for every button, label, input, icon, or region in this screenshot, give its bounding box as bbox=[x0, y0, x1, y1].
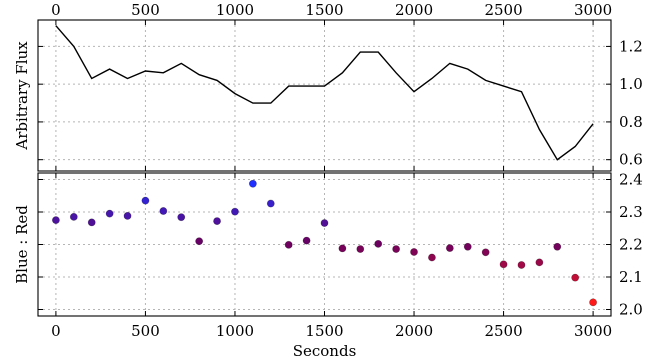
ratio-data-point bbox=[571, 273, 580, 282]
ratio-data-point bbox=[52, 216, 60, 225]
ratio-x-tick-label: 2500 bbox=[484, 322, 522, 340]
ratio-data-point bbox=[195, 237, 204, 246]
ratio-data-point bbox=[141, 196, 150, 205]
ratio-data-point bbox=[266, 199, 275, 208]
flux-x-tick-label: 500 bbox=[131, 1, 160, 19]
ratio-data-point bbox=[410, 248, 418, 256]
ratio-x-tick-label: 0 bbox=[51, 322, 61, 340]
ratio-data-point bbox=[105, 209, 114, 218]
flux-y-axis-title: Arbitrary Flux bbox=[13, 41, 31, 151]
flux-y-tick-label: 0.8 bbox=[619, 113, 643, 131]
ratio-x-tick-label: 2000 bbox=[395, 322, 433, 340]
flux-y-tick-label: 1.2 bbox=[619, 37, 643, 55]
ratio-data-point bbox=[302, 236, 311, 245]
ratio-data-point bbox=[69, 212, 78, 221]
flux-x-tick-label: 2500 bbox=[484, 1, 522, 19]
ratio-data-point bbox=[374, 239, 383, 248]
ratio-y-tick-label: 2.1 bbox=[619, 268, 643, 286]
ratio-data-point bbox=[231, 207, 239, 216]
ratio-panel: 0 500 1000 1500 2000 2500 30002.02.12.22.32.4 … bbox=[13, 171, 643, 361]
flux-series-line bbox=[55, 25, 594, 161]
flux-x-tick-label: 1500 bbox=[305, 1, 343, 19]
ratio-data-point bbox=[248, 179, 257, 188]
flux-x-tick-label: 0 bbox=[51, 1, 61, 19]
flux-ticks: 0 500 1000 1500 2000 2500 3000 0.6 0.8 1.0 1.2 bbox=[38, 1, 643, 171]
ratio-data-point bbox=[284, 240, 293, 249]
ratio-data-point bbox=[553, 242, 562, 251]
ratio-data-point bbox=[517, 261, 526, 269]
flux-x-tick-label: 1000 bbox=[216, 1, 254, 19]
ratio-grid bbox=[38, 173, 611, 316]
x-axis-title: Seconds bbox=[293, 342, 357, 360]
ratio-data-point bbox=[445, 244, 454, 252]
ratio-data-point bbox=[320, 219, 329, 227]
ratio-data-point bbox=[213, 217, 221, 225]
ratio-data-point bbox=[589, 298, 597, 307]
ratio-data-point bbox=[159, 207, 168, 215]
ratio-x-tick-label: 1000 bbox=[216, 322, 254, 340]
ratio-x-tick-label: 500 bbox=[131, 322, 160, 340]
ratio-data-point bbox=[428, 253, 436, 262]
ratio-data-point bbox=[499, 260, 508, 269]
ratio-data-point bbox=[481, 248, 490, 257]
ratio-y-tick-label: 2.3 bbox=[619, 203, 643, 221]
ratio-data-point bbox=[463, 242, 472, 251]
ratio-points bbox=[52, 179, 597, 307]
ratio-y-tick-label: 2.0 bbox=[619, 301, 643, 319]
ratio-y-tick-label: 2.4 bbox=[619, 171, 643, 189]
ratio-data-point bbox=[338, 244, 347, 253]
ratio-data-point bbox=[177, 213, 186, 222]
ratio-data-point bbox=[123, 211, 132, 220]
ratio-data-point bbox=[535, 258, 544, 267]
ratio-y-tick-label: 2.2 bbox=[619, 236, 643, 254]
ratio-x-tick-label: 1500 bbox=[305, 322, 343, 340]
ratio-data-point bbox=[87, 218, 96, 227]
flux-grid bbox=[38, 20, 611, 171]
ratio-data-point bbox=[356, 245, 365, 253]
ratio-data-point bbox=[392, 245, 401, 253]
flux-x-tick-label: 3000 bbox=[574, 1, 612, 19]
flux-y-tick-label: 0.6 bbox=[619, 151, 643, 169]
flux-x-tick-label: 2000 bbox=[395, 1, 433, 19]
ratio-ticks: 0 500 1000 1500 2000 2500 3000 2.0 2.1 2.2 2.3 2.4 bbox=[38, 171, 643, 340]
flux-panel: 0 500 1000 1500 2000 2500 3000 0.6 0.8 1.0 1.2 Arb… bbox=[13, 1, 643, 172]
ratio-x-tick-label: 3000 bbox=[574, 322, 612, 340]
ratio-y-axis-title: Blue : Red bbox=[13, 205, 31, 284]
flux-y-tick-label: 1.0 bbox=[619, 75, 643, 93]
